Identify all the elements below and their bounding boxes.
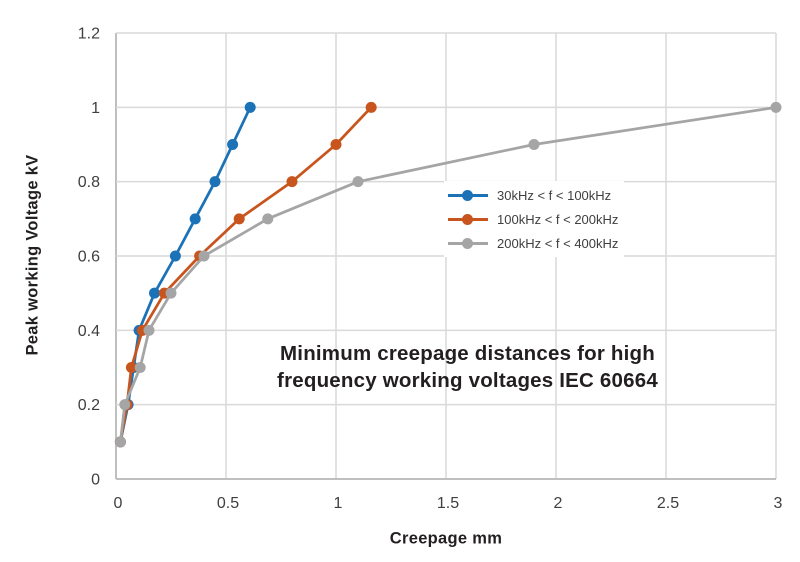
data-point-s1-8 bbox=[330, 139, 342, 150]
data-point-s2-3 bbox=[143, 324, 155, 336]
x-tick-label-2: 2 bbox=[554, 495, 563, 512]
data-point-s2-4 bbox=[165, 287, 177, 299]
y-tick-label-0.4: 0.4 bbox=[78, 323, 100, 340]
x-axis-title: Creepage mm bbox=[389, 529, 503, 548]
y-tick-label-1.2: 1.2 bbox=[78, 26, 100, 43]
y-tick-label-0.8: 0.8 bbox=[78, 174, 100, 191]
legend-marker-gray-icon bbox=[448, 237, 488, 249]
data-point-s0-5 bbox=[169, 250, 181, 262]
x-tick-label-1.5: 1.5 bbox=[437, 495, 459, 512]
legend-label-100khz-200khz: 100kHz < f < 200kHz bbox=[497, 211, 619, 227]
data-point-s2-5 bbox=[198, 250, 210, 262]
chart-title: Minimum creepage distances for high freq… bbox=[230, 341, 705, 394]
data-point-s0-6 bbox=[189, 213, 201, 225]
legend-label-30khz-100khz: 30kHz < f < 100kHz bbox=[497, 187, 612, 203]
data-point-s1-9 bbox=[365, 101, 377, 113]
x-tick-label-0: 0 bbox=[114, 495, 123, 512]
legend-item-100khz-200khz: 100kHz < f < 200kHz bbox=[448, 207, 618, 231]
data-point-s2-1 bbox=[119, 399, 131, 411]
data-point-s0-8 bbox=[227, 139, 239, 150]
x-tick-label-0.5: 0.5 bbox=[217, 495, 239, 512]
y-tick-label-0: 0 bbox=[91, 472, 100, 489]
series-line-2 bbox=[119, 105, 778, 444]
data-point-s0-9 bbox=[244, 101, 256, 113]
data-point-s1-2 bbox=[125, 362, 137, 373]
legend: 30kHz < f < 100kHz 100kHz < f < 200kHz 2… bbox=[444, 181, 625, 257]
data-point-s1-7 bbox=[286, 176, 298, 188]
chart-title-line-1: Minimum creepage distances for high bbox=[280, 342, 655, 365]
x-tick-label-2.5: 2.5 bbox=[657, 495, 679, 512]
data-point-s2-9 bbox=[770, 101, 782, 113]
legend-item-200khz-400khz: 200kHz < f < 400kHz bbox=[448, 231, 618, 255]
data-point-s0-7 bbox=[209, 176, 221, 188]
y-axis-title: Peak working Voltage kV bbox=[23, 154, 42, 356]
series-line-0 bbox=[119, 105, 252, 444]
series-line-1 bbox=[119, 105, 373, 444]
data-point-s2-2 bbox=[134, 362, 146, 373]
data-point-s2-6 bbox=[262, 213, 274, 225]
legend-item-30khz-100khz: 30kHz < f < 100kHz bbox=[448, 183, 618, 207]
data-point-s2-0 bbox=[114, 436, 126, 448]
data-point-s1-6 bbox=[233, 213, 245, 225]
y-tick-label-1: 1 bbox=[91, 100, 100, 117]
x-tick-label-3: 3 bbox=[774, 495, 783, 512]
y-tick-label-0.6: 0.6 bbox=[78, 249, 100, 266]
legend-marker-orange-icon bbox=[448, 213, 488, 225]
data-point-s2-8 bbox=[528, 139, 540, 150]
chart-title-line-2: frequency working voltages IEC 60664 bbox=[277, 368, 658, 392]
data-point-s0-4 bbox=[149, 287, 160, 299]
legend-marker-blue-icon bbox=[448, 189, 488, 201]
y-tick-label-0.2: 0.2 bbox=[78, 397, 100, 414]
data-point-s2-7 bbox=[352, 176, 364, 188]
x-tick-label-1: 1 bbox=[334, 495, 343, 512]
legend-label-200khz-400khz: 200kHz < f < 400kHz bbox=[497, 235, 619, 251]
